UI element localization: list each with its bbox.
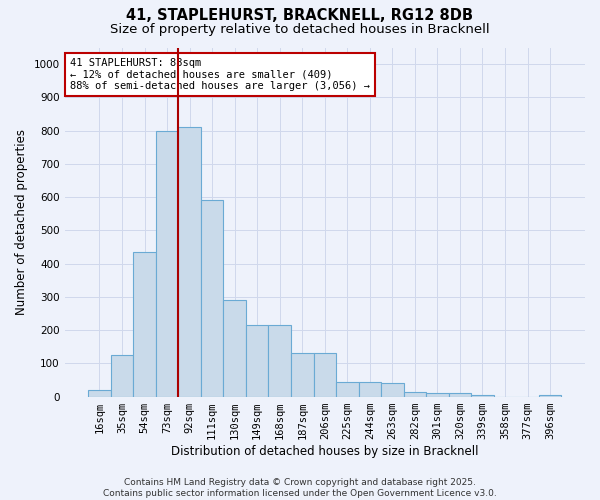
Y-axis label: Number of detached properties: Number of detached properties — [15, 129, 28, 315]
Bar — [88, 390, 111, 396]
Bar — [156, 130, 178, 396]
Bar — [314, 354, 336, 397]
Bar — [336, 382, 359, 396]
Bar — [201, 200, 223, 396]
Text: 41 STAPLEHURST: 88sqm
← 12% of detached houses are smaller (409)
88% of semi-det: 41 STAPLEHURST: 88sqm ← 12% of detached … — [70, 58, 370, 91]
Bar — [449, 394, 471, 396]
Bar — [133, 252, 156, 396]
Text: Contains HM Land Registry data © Crown copyright and database right 2025.
Contai: Contains HM Land Registry data © Crown c… — [103, 478, 497, 498]
Bar — [404, 392, 426, 396]
Bar — [246, 325, 268, 396]
Text: Size of property relative to detached houses in Bracknell: Size of property relative to detached ho… — [110, 22, 490, 36]
Bar — [223, 300, 246, 396]
Bar — [178, 128, 201, 396]
Bar — [381, 384, 404, 396]
Bar — [291, 354, 314, 397]
Bar — [359, 382, 381, 396]
Bar — [539, 395, 562, 396]
Text: 41, STAPLEHURST, BRACKNELL, RG12 8DB: 41, STAPLEHURST, BRACKNELL, RG12 8DB — [127, 8, 473, 22]
Bar — [471, 395, 494, 396]
Bar — [426, 394, 449, 396]
Bar — [268, 325, 291, 396]
X-axis label: Distribution of detached houses by size in Bracknell: Distribution of detached houses by size … — [171, 444, 479, 458]
Bar — [111, 355, 133, 397]
